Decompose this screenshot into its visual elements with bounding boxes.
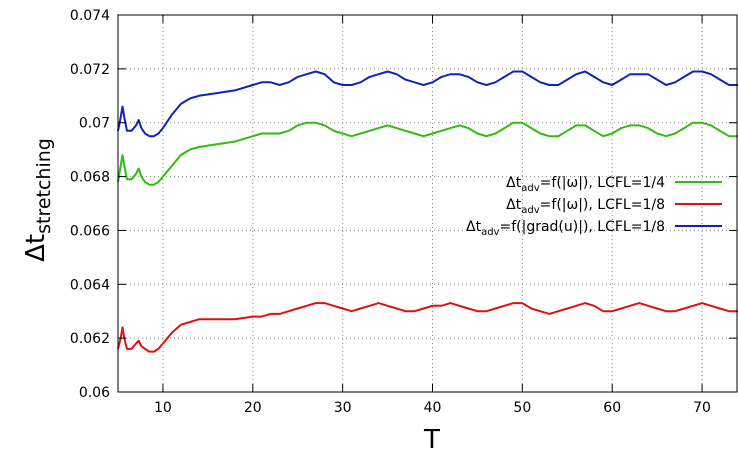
legend-label-sub: adv [521,183,539,194]
series-line-2 [118,303,738,352]
legend-label-main: Δt [466,219,482,235]
x-tick-label: 30 [334,400,352,416]
legend-label-1: Δtadv=f(|ω|), LCFL=1/4 [506,175,665,194]
y-axis-title: Δtstretching [21,138,55,262]
legend-label-3: Δtadv=f(|grad(u)|), LCFL=1/8 [466,219,665,238]
legend-label-rest: =f(|grad(u)|), LCFL=1/8 [499,219,665,235]
legend-label-main: Δt [506,175,522,191]
x-tick-label: 10 [154,400,172,416]
x-tick-label: 40 [424,400,442,416]
y-tick-label: 0.064 [70,277,110,293]
x-axis-title: T [423,425,440,455]
legend-label-rest: =f(|ω|), LCFL=1/8 [540,197,665,213]
y-axis-title-main: Δt [21,234,51,262]
y-tick-label: 0.072 [70,62,110,78]
legend-label-rest: =f(|ω|), LCFL=1/4 [540,175,665,191]
x-tick-label: 60 [603,400,621,416]
y-tick-label: 0.068 [70,170,110,186]
x-tick-label: 70 [693,400,711,416]
legend-label-sub: adv [481,227,499,238]
legend-label-2: Δtadv=f(|ω|), LCFL=1/8 [506,197,665,216]
y-tick-label: 0.06 [79,385,110,401]
y-axis-title-sub: stretching [33,138,55,234]
y-tick-label: 0.07 [79,116,110,132]
y-tick-label: 0.062 [70,331,110,347]
x-tick-label: 50 [513,400,531,416]
legend-label-sub: adv [521,205,539,216]
legend-label-main: Δt [506,197,522,213]
y-tick-label: 0.066 [70,223,110,239]
y-tick-label: 0.074 [70,8,110,24]
x-tick-label: 20 [244,400,262,416]
